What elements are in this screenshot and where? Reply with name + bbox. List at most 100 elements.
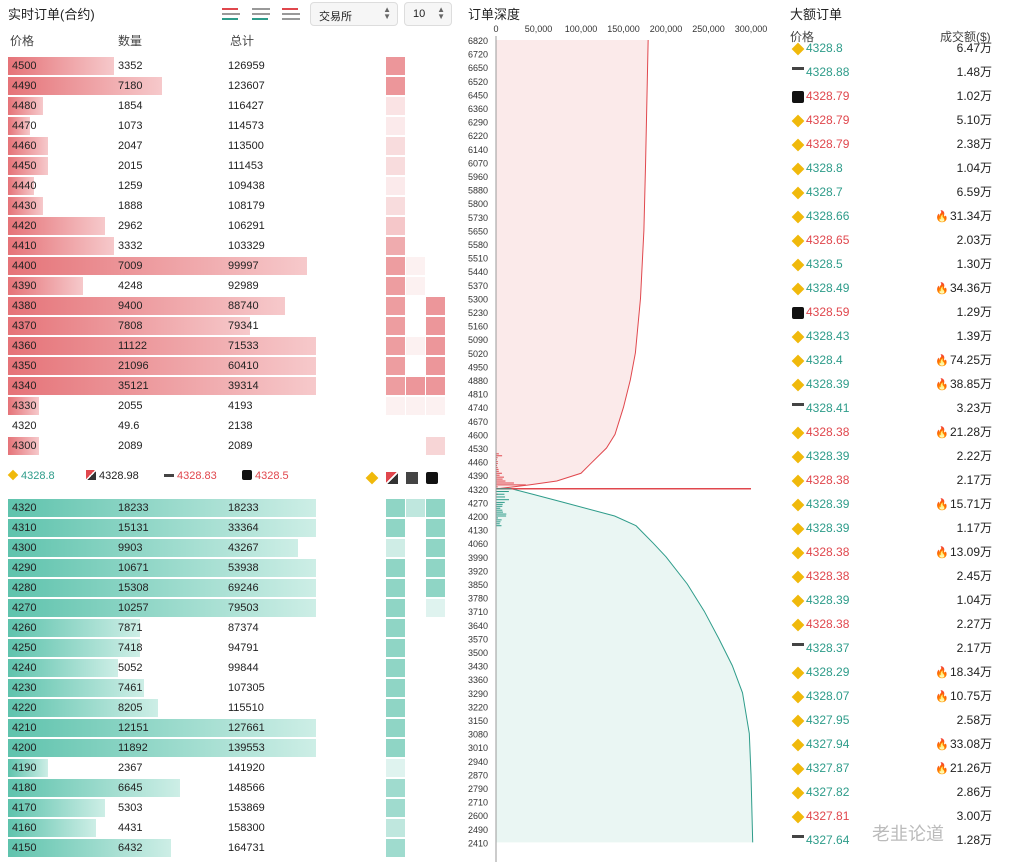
ask-price: 4320 [12,420,37,432]
big-order-row[interactable]: 4328.66 🔥31.34万 [790,204,1000,228]
ask-row[interactable]: 4350 21096 60410 [8,356,458,376]
big-order-row[interactable]: 4328.65 2.03万 [790,228,1000,252]
ask-price: 4470 [12,120,37,132]
big-order-row[interactable]: 4327.87 🔥21.26万 [790,756,1000,780]
big-order-row[interactable]: 4328.79 2.38万 [790,132,1000,156]
bid-row[interactable]: 4200 11892 139553 [8,738,458,758]
big-order-row[interactable]: 4327.82 2.86万 [790,780,1000,804]
y-tick-label: 3640 [468,621,488,631]
bid-row[interactable]: 4310 15131 33364 [8,518,458,538]
big-order-row[interactable]: 4328.43 1.39万 [790,324,1000,348]
big-order-row[interactable]: 4328.38 🔥13.09万 [790,540,1000,564]
bid-total: 148566 [228,782,265,794]
big-order-row[interactable]: 4328.38 2.17万 [790,468,1000,492]
ask-row[interactable]: 4360 11122 71533 [8,336,458,356]
bid-row[interactable]: 4220 8205 115510 [8,698,458,718]
big-order-row[interactable]: 4327.64 1.28万 [790,828,1000,852]
bid-row[interactable]: 4150 6432 164731 [8,838,458,858]
bid-row[interactable]: 4180 6645 148566 [8,778,458,798]
bid-row[interactable]: 4230 7461 107305 [8,678,458,698]
bid-row[interactable]: 4270 10257 79503 [8,598,458,618]
ask-row[interactable]: 4410 3332 103329 [8,236,458,256]
ask-row[interactable]: 4440 1259 109438 [8,176,458,196]
exchange-select[interactable]: 交易所 ▲ ▼ [310,2,398,26]
bid-exchange-share [386,499,405,517]
ask-row[interactable]: 4500 3352 126959 [8,56,458,76]
ask-row[interactable]: 4300 2089 2089 [8,436,458,456]
big-order-row[interactable]: 4328.4 🔥74.25万 [790,348,1000,372]
ask-row[interactable]: 4430 1888 108179 [8,196,458,216]
y-tick-label: 4600 [468,430,488,440]
ask-row[interactable]: 4320 49.6 2138 [8,416,458,436]
ask-exchange-share [406,397,425,415]
ask-row[interactable]: 4460 2047 113500 [8,136,458,156]
bid-row[interactable]: 4170 5303 153869 [8,798,458,818]
view-both-button[interactable] [220,4,242,24]
bid-row[interactable]: 4240 5052 99844 [8,658,458,678]
ask-row[interactable]: 4420 2962 106291 [8,216,458,236]
ask-row[interactable]: 4400 7009 99997 [8,256,458,276]
big-order-row[interactable]: 4328.39 🔥38.85万 [790,372,1000,396]
big-order-amount-value: 34.36万 [949,281,992,295]
ask-row[interactable]: 4370 7808 79341 [8,316,458,336]
binance-icon [791,474,805,488]
depth-select[interactable]: 10 ▲ ▼ [404,2,452,26]
bid-row[interactable]: 4160 4431 158300 [8,818,458,838]
fire-icon: 🔥 [935,499,949,511]
big-order-row[interactable]: 4328.29 🔥18.34万 [790,660,1000,684]
big-order-row[interactable]: 4328.88 1.48万 [790,60,1000,84]
ask-row[interactable]: 4340 35121 39314 [8,376,458,396]
ask-row[interactable]: 4470 1073 114573 [8,116,458,136]
ask-row[interactable]: 4490 7180 123607 [8,76,458,96]
big-order-row[interactable]: 4328.79 5.10万 [790,108,1000,132]
ask-depth-bar [8,397,39,415]
big-order-amount-value: 15.71万 [949,497,992,511]
big-order-row[interactable]: 4328.7 6.59万 [790,180,1000,204]
ask-row[interactable]: 4480 1854 116427 [8,96,458,116]
ask-price: 4490 [12,80,37,92]
big-order-row[interactable]: 4328.38 2.45万 [790,564,1000,588]
big-order-row[interactable]: 4328.79 1.02万 [790,84,1000,108]
big-order-price: 4328.5 [806,257,843,271]
big-order-amount: 🔥15.71万 [935,492,992,517]
big-order-row[interactable]: 4328.38 2.27万 [790,612,1000,636]
big-order-row[interactable]: 4328.8 6.47万 [790,36,1000,60]
x-tick-label: 50,000 [525,24,553,34]
binance-icon [791,42,805,56]
big-order-row[interactable]: 4328.39 2.22万 [790,444,1000,468]
big-order-row[interactable]: 4328.37 2.17万 [790,636,1000,660]
x-tick-label: 0 [493,24,498,34]
big-order-row[interactable]: 4328.59 1.29万 [790,300,1000,324]
big-order-row[interactable]: 4328.41 3.23万 [790,396,1000,420]
binance-icon [7,469,19,481]
ask-row[interactable]: 4330 2055 4193 [8,396,458,416]
ask-total: 88740 [228,300,259,312]
ask-price: 4300 [12,440,37,452]
ask-row[interactable]: 4450 2015 111453 [8,156,458,176]
bid-row[interactable]: 4320 18233 18233 [8,498,458,518]
big-order-row[interactable]: 4328.39 1.04万 [790,588,1000,612]
big-order-row[interactable]: 4328.38 🔥21.28万 [790,420,1000,444]
ask-price: 4340 [12,380,37,392]
big-order-row[interactable]: 4328.39 🔥15.71万 [790,492,1000,516]
big-order-row[interactable]: 4328.5 1.30万 [790,252,1000,276]
bid-row[interactable]: 4290 10671 53938 [8,558,458,578]
bid-row[interactable]: 4300 9903 43267 [8,538,458,558]
big-order-row[interactable]: 4327.95 2.58万 [790,708,1000,732]
bid-row[interactable]: 4250 7418 94791 [8,638,458,658]
big-order-row[interactable]: 4328.8 1.04万 [790,156,1000,180]
bid-row[interactable]: 4280 15308 69246 [8,578,458,598]
bid-row[interactable]: 4190 2367 141920 [8,758,458,778]
big-order-amount-value: 2.58万 [956,713,992,727]
bid-row[interactable]: 4260 7871 87374 [8,618,458,638]
ask-row[interactable]: 4380 9400 88740 [8,296,458,316]
view-bids-button[interactable] [250,4,272,24]
bid-row[interactable]: 4210 12151 127661 [8,718,458,738]
big-order-row[interactable]: 4328.07 🔥10.75万 [790,684,1000,708]
view-asks-button[interactable] [280,4,302,24]
big-order-row[interactable]: 4327.81 3.00万 [790,804,1000,828]
ask-row[interactable]: 4390 4248 92989 [8,276,458,296]
big-order-row[interactable]: 4328.39 1.17万 [790,516,1000,540]
big-order-row[interactable]: 4328.49 🔥34.36万 [790,276,1000,300]
big-order-row[interactable]: 4327.94 🔥33.08万 [790,732,1000,756]
